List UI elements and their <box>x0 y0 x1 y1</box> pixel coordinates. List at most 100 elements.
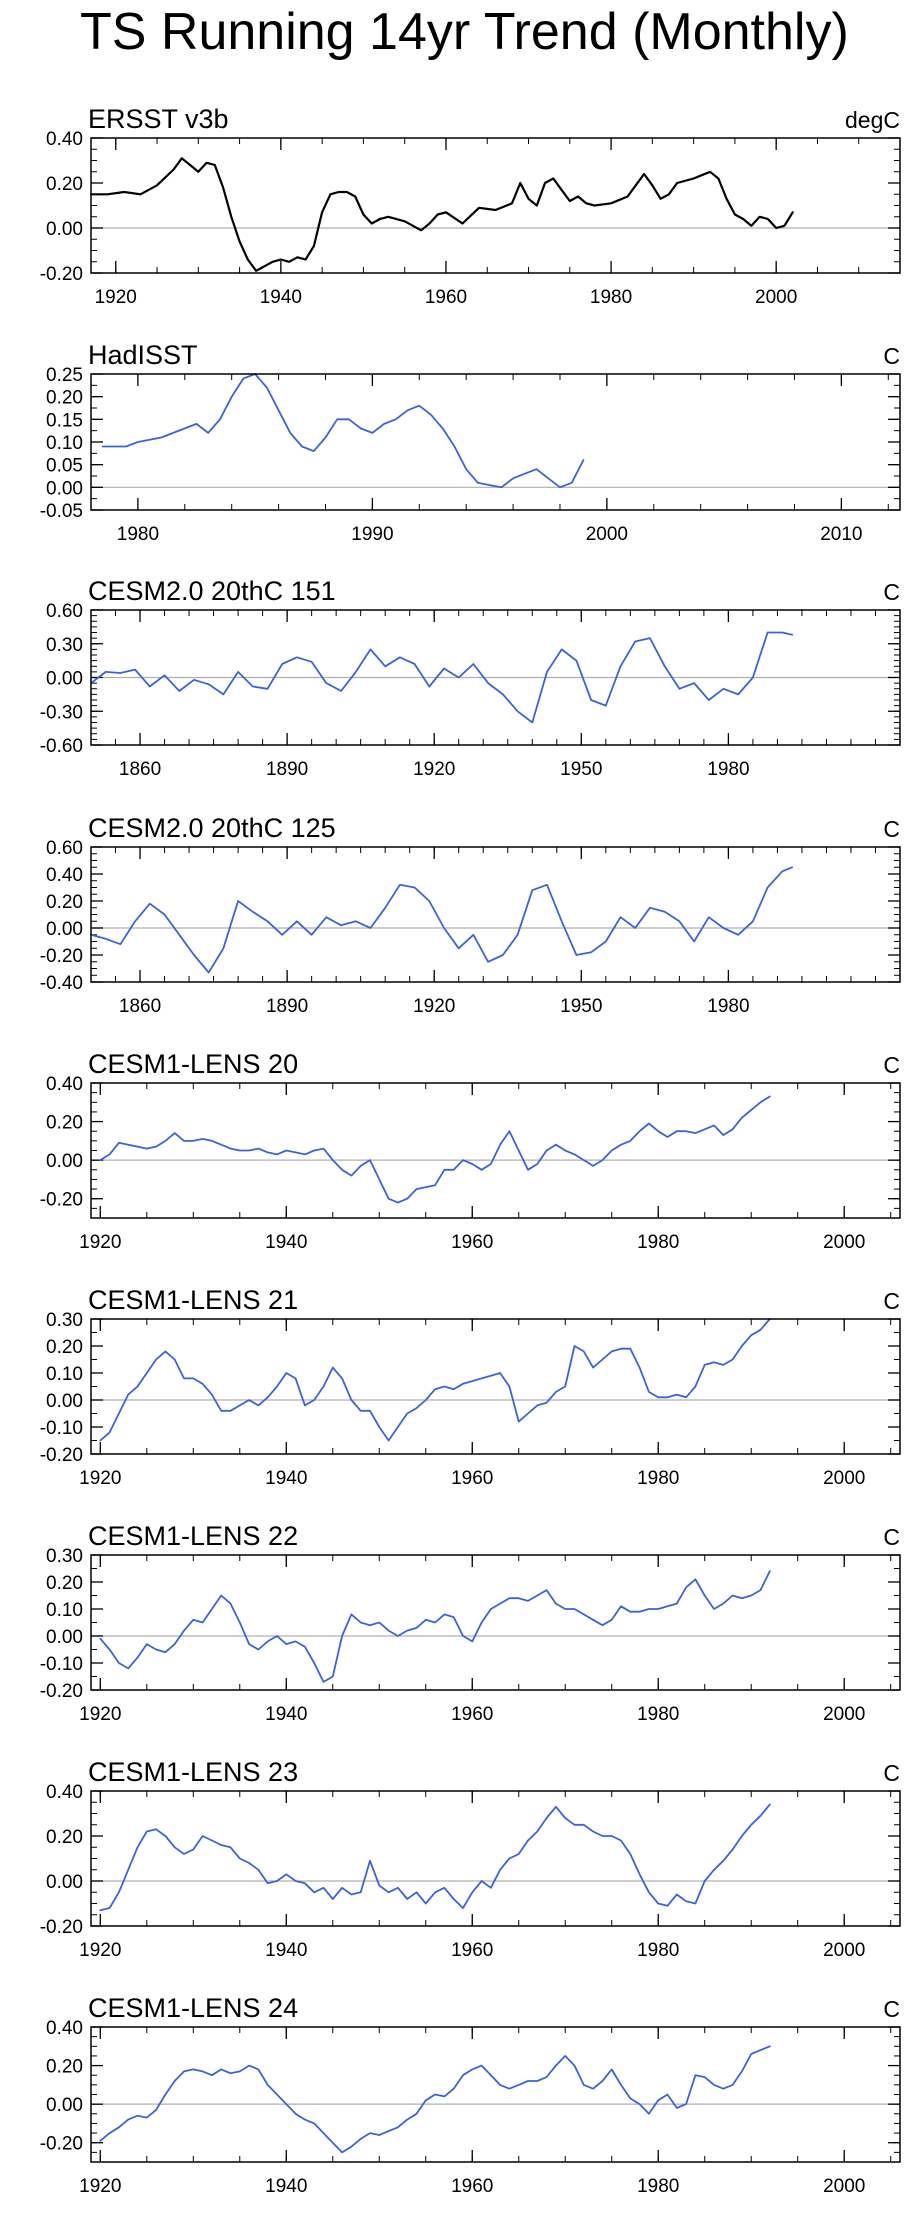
x-tick-label: 1980 <box>117 524 159 545</box>
y-tick-label: 0.00 <box>46 219 83 240</box>
x-tick-label: 1960 <box>451 2176 493 2197</box>
plot-frame <box>90 609 901 746</box>
figure-title: TS Running 14yr Trend (Monthly) <box>80 3 849 61</box>
x-tick-label: 1950 <box>560 759 602 780</box>
x-tick-label: 2000 <box>823 1704 865 1725</box>
panel-8: CESM1-LENS 23 C -0.20 0.00 0.20 0.40 1920 1940 1… <box>40 1757 901 1961</box>
units-label: C <box>883 816 900 842</box>
y-tick-label: 0.30 <box>46 1310 83 1331</box>
x-tick-label: 1980 <box>637 1232 679 1253</box>
panel-1: ERSST v3b degC -0.20 0.00 0.20 0.40 1920 1940 19… <box>40 104 901 308</box>
x-tick-label: 1940 <box>265 1232 307 1253</box>
panel-7: CESM1-LENS 22 C -0.20 -0.10 0.00 0.10 0.20 0.30… <box>40 1521 901 1725</box>
x-tick-label: 1920 <box>79 1468 121 1489</box>
x-tick-label: 1920 <box>79 1940 121 1961</box>
y-tick-label: -0.10 <box>40 1418 83 1439</box>
plot-frame <box>90 1790 901 1927</box>
x-tick-label: 1890 <box>266 996 308 1017</box>
panel-5: CESM1-LENS 20 C -0.20 0.00 0.20 0.40 1920 1940 1… <box>40 1049 901 1253</box>
y-tick-label: 0.10 <box>46 1364 83 1385</box>
x-tick-label: 1960 <box>451 1468 493 1489</box>
panel-6: CESM1-LENS 21 C -0.20 -0.10 0.00 0.10 0.20 0.30… <box>40 1285 901 1489</box>
y-tick-label: 0.15 <box>46 410 83 431</box>
panel-title: ERSST v3b <box>88 104 229 134</box>
series-line <box>99 1570 771 1683</box>
x-tick-label: 2000 <box>823 1940 865 1961</box>
y-tick-label: 0.10 <box>46 1600 83 1621</box>
y-tick-label: 0.00 <box>46 919 83 940</box>
units-label: degC <box>845 107 900 133</box>
y-tick-label: 0.00 <box>46 1391 83 1412</box>
panel-3: CESM2.0 20thC 151 C -0.60 -0.30 0.00 0.30 0.60… <box>40 576 901 780</box>
y-tick-label: 0.20 <box>46 1827 83 1848</box>
series-line <box>99 1803 771 1912</box>
x-tick-label: 1940 <box>265 1704 307 1725</box>
units-label: C <box>883 1760 900 1786</box>
panel-title: CESM1-LENS 21 <box>88 1285 298 1315</box>
plot-frame <box>90 1318 901 1455</box>
x-tick-label: 1980 <box>637 1704 679 1725</box>
x-tick-label: 1920 <box>79 1704 121 1725</box>
y-tick-label: 0.40 <box>46 1782 83 1803</box>
y-tick-label: 0.40 <box>46 2018 83 2039</box>
x-tick-label: 1950 <box>560 996 602 1017</box>
x-tick-label: 1940 <box>260 287 302 308</box>
y-tick-label: 0.40 <box>46 1074 83 1095</box>
units-label: C <box>883 579 900 605</box>
x-tick-label: 1980 <box>707 996 749 1017</box>
y-tick-label: -0.20 <box>40 1917 83 1938</box>
units-label: C <box>883 343 900 369</box>
x-tick-label: 1920 <box>79 1232 121 1253</box>
y-tick-label: -0.60 <box>40 736 83 757</box>
plot-frame <box>90 373 901 511</box>
y-tick-label: -0.10 <box>40 1654 83 1675</box>
x-tick-label: 1980 <box>707 759 749 780</box>
units-label: C <box>883 1052 900 1078</box>
y-tick-label: 0.40 <box>46 129 83 150</box>
x-tick-label: 2000 <box>823 1232 865 1253</box>
x-tick-label: 1960 <box>451 1232 493 1253</box>
y-tick-label: 0.60 <box>46 601 83 622</box>
y-tick-label: 0.00 <box>46 478 83 499</box>
x-tick-label: 1860 <box>119 759 161 780</box>
panel-title: CESM1-LENS 23 <box>88 1757 298 1787</box>
x-tick-label: 1920 <box>413 996 455 1017</box>
panel-title: CESM2.0 20thC 151 <box>88 576 336 606</box>
x-tick-label: 1990 <box>351 524 393 545</box>
units-label: C <box>883 1996 900 2022</box>
y-tick-label: 0.20 <box>46 388 83 409</box>
y-tick-label: 0.05 <box>46 456 83 477</box>
x-tick-label: 1980 <box>637 1468 679 1489</box>
x-tick-label: 1890 <box>266 759 308 780</box>
y-tick-label: -0.20 <box>40 2134 83 2155</box>
x-tick-label: 1960 <box>451 1940 493 1961</box>
y-tick-label: 0.20 <box>46 892 83 913</box>
y-tick-label: -0.20 <box>40 264 83 285</box>
x-tick-label: 1960 <box>451 1704 493 1725</box>
x-tick-label: 2000 <box>755 287 797 308</box>
y-tick-label: 0.40 <box>46 865 83 886</box>
y-tick-label: 0.30 <box>46 635 83 656</box>
x-tick-label: 1980 <box>637 2176 679 2197</box>
y-tick-label: -0.20 <box>40 946 83 967</box>
plot-frame <box>90 1082 901 1219</box>
x-tick-label: 1860 <box>119 996 161 1017</box>
x-tick-label: 2000 <box>823 2176 865 2197</box>
y-tick-label: -0.05 <box>40 501 83 522</box>
y-tick-label: 0.00 <box>46 1872 83 1893</box>
panel-4: CESM2.0 20thC 125 C -0.40 -0.20 0.00 0.20 0.40… <box>40 813 901 1017</box>
x-tick-label: 1960 <box>425 287 467 308</box>
panels-group: ERSST v3b degC -0.20 0.00 0.20 0.40 1920 1940 19… <box>40 104 901 2197</box>
plot-frame <box>90 137 901 274</box>
x-tick-label: 1940 <box>265 2176 307 2197</box>
y-tick-label: 0.20 <box>46 2057 83 2078</box>
y-tick-label: 0.00 <box>46 669 83 690</box>
panel-title: CESM2.0 20thC 125 <box>88 813 336 843</box>
y-tick-label: 0.20 <box>46 1337 83 1358</box>
y-tick-label: -0.30 <box>40 702 83 723</box>
y-tick-label: 0.20 <box>46 1573 83 1594</box>
plot-frame <box>90 846 901 983</box>
series-line <box>99 1318 771 1442</box>
series-line <box>90 631 793 724</box>
